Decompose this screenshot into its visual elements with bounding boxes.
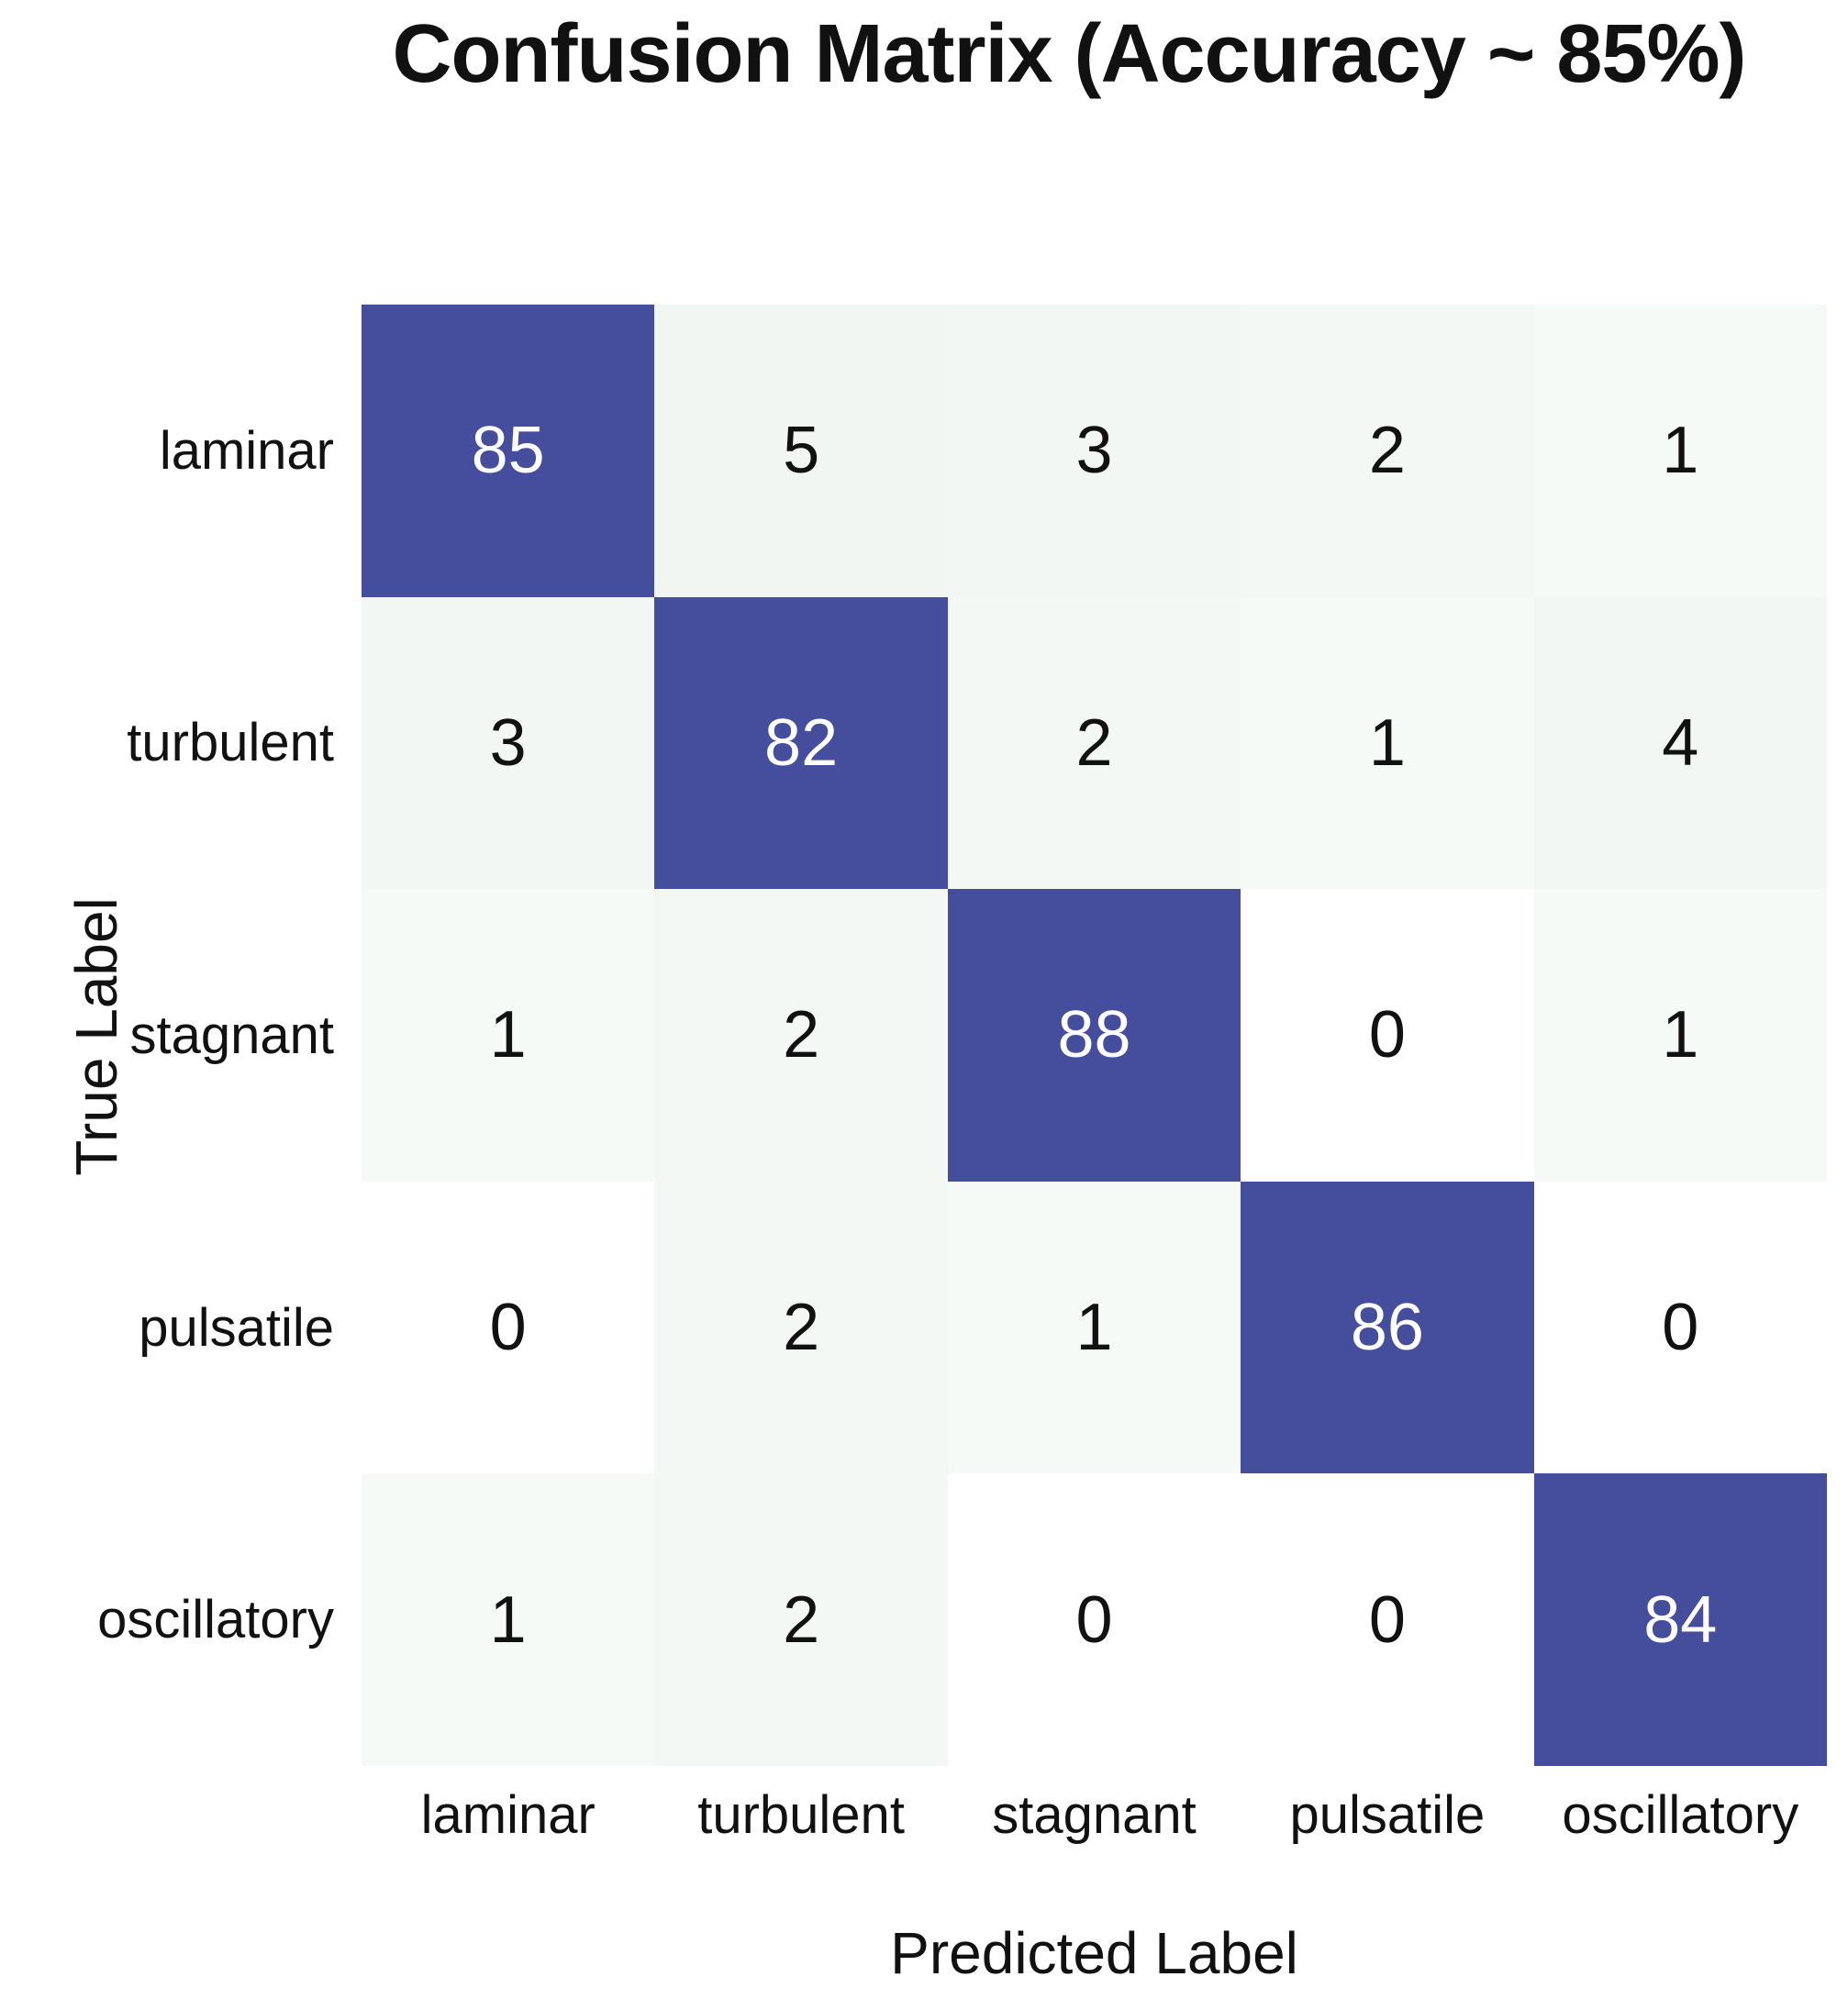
matrix-cell: 2 bbox=[654, 889, 948, 1182]
matrix-cell: 5 bbox=[654, 305, 948, 597]
matrix-cell: 1 bbox=[1533, 305, 1827, 597]
chart-title: Confusion Matrix (Accuracy ~ 85%) bbox=[392, 8, 1747, 100]
matrix-cell: 84 bbox=[1533, 1473, 1827, 1766]
x-tick-label: laminar bbox=[420, 1784, 596, 1845]
matrix-cell: 86 bbox=[1241, 1181, 1534, 1474]
matrix-cell: 2 bbox=[947, 596, 1241, 890]
y-tick-label: stagnant bbox=[129, 1005, 334, 1065]
matrix-cell: 1 bbox=[1241, 596, 1534, 890]
matrix-cell: 2 bbox=[654, 1181, 948, 1474]
heatmap-grid: 85 5 3 2 1 3 82 2 1 4 1 2 88 0 1 0 2 1 86 0 1 2 0 0 84 bbox=[362, 305, 1827, 1766]
matrix-cell: 1 bbox=[947, 1181, 1241, 1474]
matrix-cell: 0 bbox=[1241, 1473, 1534, 1766]
y-tick-label: pulsatile bbox=[139, 1297, 334, 1358]
matrix-cell: 1 bbox=[362, 889, 655, 1182]
matrix-cell: 1 bbox=[1533, 889, 1827, 1182]
y-tick-label: turbulent bbox=[127, 713, 334, 773]
matrix-cell: 0 bbox=[1241, 889, 1534, 1182]
matrix-cell: 88 bbox=[947, 889, 1241, 1182]
matrix-cell: 85 bbox=[362, 305, 655, 597]
x-tick-label: stagnant bbox=[992, 1784, 1197, 1845]
matrix-cell: 2 bbox=[654, 1473, 948, 1766]
matrix-cell: 82 bbox=[654, 596, 948, 890]
matrix-cell: 1 bbox=[362, 1473, 655, 1766]
x-tick-label: oscillatory bbox=[1562, 1784, 1799, 1845]
matrix-cell: 2 bbox=[1241, 305, 1534, 597]
matrix-cell: 4 bbox=[1533, 596, 1827, 890]
y-tick-label: laminar bbox=[159, 420, 334, 481]
x-tick-label: pulsatile bbox=[1289, 1784, 1486, 1845]
matrix-cell: 3 bbox=[947, 305, 1241, 597]
x-axis-label: Predicted Label bbox=[890, 1920, 1298, 1986]
matrix-cell: 3 bbox=[362, 596, 655, 890]
y-tick-label: oscillatory bbox=[97, 1590, 334, 1650]
x-tick-label: turbulent bbox=[697, 1784, 905, 1845]
matrix-cell: 0 bbox=[362, 1181, 655, 1474]
matrix-cell: 0 bbox=[947, 1473, 1241, 1766]
matrix-cell: 0 bbox=[1533, 1181, 1827, 1474]
